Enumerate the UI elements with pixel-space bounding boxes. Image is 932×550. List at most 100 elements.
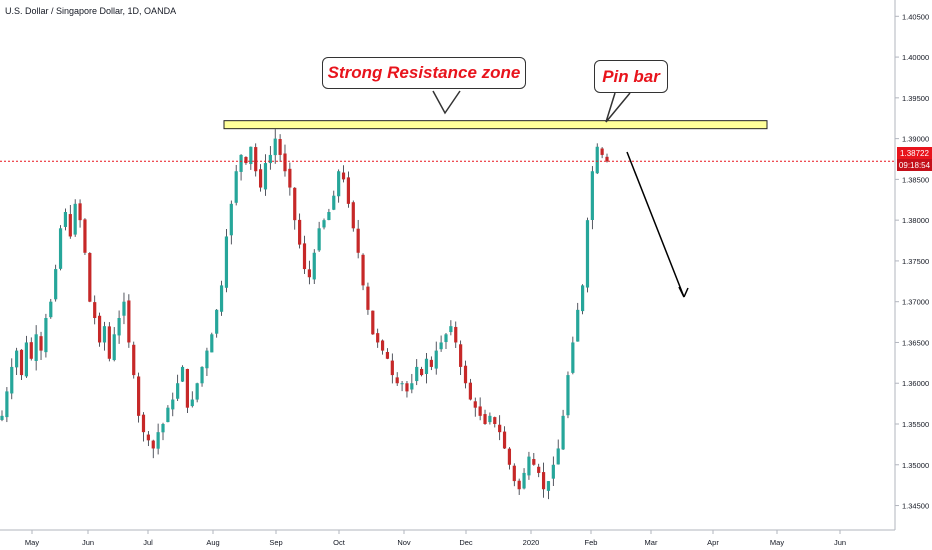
candle-body	[224, 236, 229, 288]
candle	[332, 190, 336, 211]
candle-body	[219, 285, 224, 312]
candle-body	[78, 203, 82, 221]
candle-body	[429, 359, 433, 367]
candle-body	[185, 368, 190, 408]
candle	[180, 365, 185, 382]
candle	[195, 382, 199, 403]
candle-body	[283, 153, 287, 172]
candle-body	[551, 464, 555, 479]
y-tick-label-9: 1.39000	[902, 135, 929, 144]
projection-arrow-head	[678, 286, 689, 298]
candle	[244, 156, 248, 165]
candle-body	[473, 401, 477, 408]
candle	[132, 341, 136, 379]
candle-body	[590, 171, 594, 220]
y-tick-label-8: 1.38500	[902, 175, 929, 184]
candle-body	[332, 195, 336, 210]
pinbar-callout: Pin bar	[594, 60, 668, 93]
candle-body	[29, 342, 33, 359]
candle-body	[522, 472, 526, 489]
candle-body	[322, 220, 326, 228]
candle-body	[483, 414, 487, 424]
candle-body	[200, 366, 204, 384]
candle	[576, 302, 580, 342]
candle	[605, 153, 609, 163]
y-tick-label-11: 1.40000	[902, 53, 929, 62]
candle	[68, 204, 72, 239]
candle-body	[288, 168, 292, 188]
candle	[200, 366, 204, 387]
y-tick-label-2: 1.35500	[902, 420, 929, 429]
candle	[361, 253, 365, 291]
candle-body	[161, 424, 165, 433]
candle	[156, 423, 160, 455]
candle	[298, 213, 302, 249]
candle	[161, 422, 165, 441]
candle	[312, 249, 316, 284]
candle	[600, 147, 604, 159]
candle-body	[498, 424, 502, 433]
candle	[229, 200, 233, 245]
candle	[493, 416, 497, 428]
candle-body	[273, 138, 277, 156]
candle	[176, 374, 180, 402]
candle-body	[107, 326, 111, 359]
candle	[54, 264, 58, 302]
candle-body	[132, 344, 136, 376]
candle-body	[93, 302, 97, 318]
candle	[454, 321, 458, 349]
candle	[380, 339, 385, 355]
candle	[376, 328, 380, 348]
candle	[541, 462, 546, 498]
x-tick-label-12: May	[770, 538, 784, 547]
candle-body	[298, 219, 302, 245]
candle	[434, 341, 438, 375]
candle	[49, 298, 53, 319]
candle-body	[97, 315, 102, 343]
candle	[39, 331, 43, 360]
candle-body	[239, 154, 243, 172]
candle	[571, 336, 575, 375]
candle-body	[488, 415, 492, 423]
candle-body	[366, 286, 370, 310]
candle-body	[424, 358, 429, 374]
candle-body	[415, 366, 419, 382]
resistance-zone	[223, 120, 768, 130]
candle-body	[395, 377, 399, 384]
x-tick-label-8: 2020	[523, 538, 540, 547]
candle	[10, 358, 14, 400]
candle	[581, 284, 585, 315]
candle-body	[141, 414, 146, 433]
candle-body	[102, 326, 107, 343]
candle	[254, 143, 258, 177]
resistance-callout-pointer	[432, 90, 461, 115]
candle-body	[166, 407, 170, 423]
candle	[483, 409, 487, 425]
candle	[249, 146, 253, 170]
candle-body	[24, 342, 28, 377]
candle-body	[532, 459, 536, 465]
candle-body	[356, 228, 360, 253]
candle-body	[83, 219, 87, 253]
candle-body	[112, 334, 116, 361]
candle-body	[146, 434, 150, 441]
candle-body	[390, 360, 394, 376]
candle	[97, 312, 102, 347]
candle	[327, 208, 331, 221]
candle	[278, 134, 282, 162]
candle-body	[215, 309, 219, 334]
candle	[166, 405, 170, 423]
candle-body	[454, 326, 458, 343]
candle	[424, 353, 429, 384]
candle	[34, 325, 38, 371]
candle-body	[337, 171, 341, 197]
candle-body	[249, 146, 253, 165]
candle	[527, 451, 531, 480]
x-tick-label-11: Apr	[707, 538, 719, 547]
candle-body	[537, 466, 541, 473]
candle	[410, 373, 414, 394]
candle-body	[34, 334, 38, 361]
candle	[122, 292, 126, 325]
candle-body	[405, 383, 409, 392]
